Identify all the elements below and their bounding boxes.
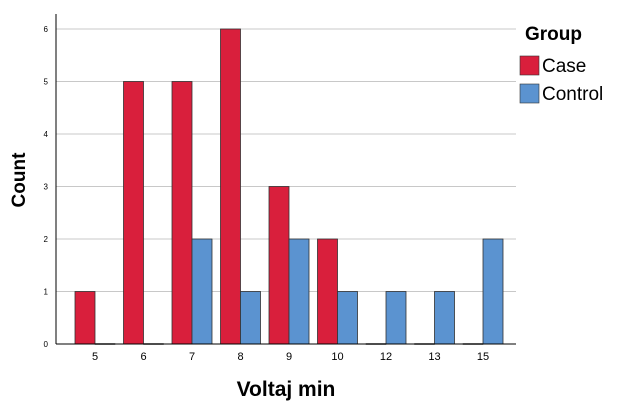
- bar-case-6: [123, 81, 144, 345]
- bar-case-7: [171, 81, 193, 345]
- y-tick-label: 4: [44, 130, 49, 139]
- y-tick-label: 5: [44, 78, 49, 87]
- legend-label-case: Case: [542, 56, 586, 77]
- x-tick-label: 10: [331, 351, 343, 363]
- bar-control-10: [337, 291, 358, 345]
- bar-control-7: [191, 238, 213, 345]
- bar-control-8: [240, 291, 261, 345]
- y-tick-labels: 0 1 2 3 4 5 6: [44, 25, 49, 349]
- bar-case-8: [220, 28, 241, 345]
- x-tick-label: 5: [92, 351, 98, 363]
- x-tick-label: 15: [477, 351, 489, 363]
- x-tick-label: 8: [237, 351, 243, 363]
- x-tick-label: 12: [380, 351, 392, 363]
- bar-case-9: [268, 186, 290, 345]
- x-tick-label: 7: [189, 351, 195, 363]
- x-axis-title: Voltaj min: [237, 378, 336, 401]
- bar-case-5: [74, 291, 96, 345]
- y-tick-label: 3: [44, 183, 49, 192]
- bar-control-15: [482, 238, 504, 345]
- x-tick-label: 6: [140, 351, 146, 363]
- legend-title: Group: [525, 24, 582, 45]
- bar-control-13: [434, 291, 455, 345]
- x-tick-labels: 5 6 7 8 9 10 12 13 15: [92, 351, 489, 363]
- legend-swatch-control: [519, 83, 540, 104]
- bar-control-9: [288, 238, 310, 345]
- legend: Group Case Control: [519, 24, 603, 105]
- bar-control-12: [385, 291, 407, 345]
- axes: [55, 14, 516, 345]
- x-tick-label: 13: [428, 351, 440, 363]
- x-tick-label: 9: [286, 351, 292, 363]
- bars: [74, 28, 504, 345]
- bar-case-10: [317, 238, 338, 345]
- legend-swatch-case: [519, 55, 540, 76]
- legend-label-control: Control: [542, 84, 603, 105]
- y-tick-label: 1: [44, 288, 49, 297]
- y-axis-title: Count: [9, 152, 30, 208]
- y-tick-label: 2: [44, 235, 49, 244]
- y-tick-label: 0: [44, 340, 49, 349]
- y-tick-label: 6: [44, 25, 49, 34]
